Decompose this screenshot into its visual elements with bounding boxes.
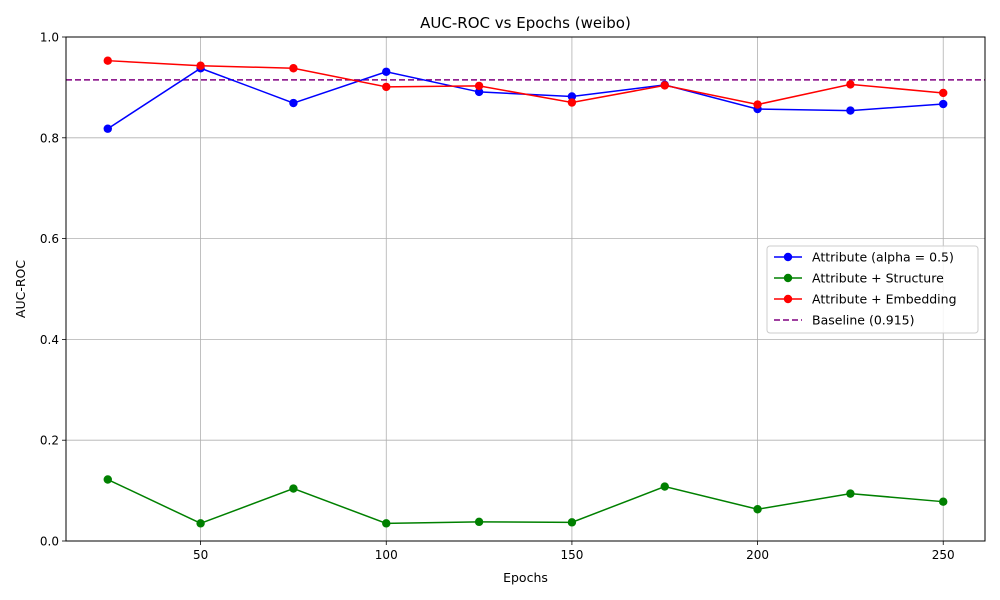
legend-entry: Baseline (0.915)	[774, 313, 915, 328]
data-point	[846, 106, 855, 115]
y-tick-label: 0.4	[40, 333, 59, 347]
data-point	[939, 99, 948, 109]
data-point	[753, 100, 762, 109]
data-point	[289, 64, 298, 73]
data-point	[382, 67, 391, 76]
x-tick-label: 50	[193, 548, 208, 562]
y-axis-label: AUC-ROC	[13, 260, 28, 318]
legend-box	[766, 245, 979, 334]
x-tick-label: 250	[932, 548, 955, 562]
data-point	[660, 482, 669, 491]
data-point	[474, 87, 484, 97]
legend-marker-swatch	[783, 294, 793, 304]
plot-area-frame	[65, 36, 986, 542]
x-tick-label: 200	[746, 548, 769, 562]
data-point	[474, 81, 484, 91]
x-axis-label: Epochs	[503, 570, 548, 585]
series-line-1	[107, 478, 944, 525]
legend-entry: Attribute (alpha = 0.5)	[774, 250, 954, 265]
legend-entry: Attribute + Structure	[774, 271, 944, 286]
legend-label: Attribute (alpha = 0.5)	[812, 250, 954, 265]
series-line-2	[107, 59, 944, 106]
data-point	[939, 88, 948, 98]
y-tick-label: 1.0	[40, 31, 59, 45]
chart-title: AUC-ROC vs Epochs (weibo)	[420, 14, 631, 32]
data-point	[753, 505, 762, 514]
data-point	[939, 497, 948, 506]
data-point	[567, 92, 577, 101]
y-tick-label: 0.8	[40, 131, 59, 145]
data-point	[103, 56, 112, 65]
data-series	[103, 56, 948, 528]
y-tick-label: 0.0	[40, 535, 59, 549]
data-point	[660, 81, 669, 90]
data-point	[103, 475, 112, 484]
data-point	[382, 519, 391, 528]
legend-entry: Attribute + Embedding	[774, 292, 957, 307]
x-tick-label: 150	[560, 548, 583, 562]
data-point	[196, 61, 205, 70]
data-point	[846, 489, 855, 498]
legend: Attribute (alpha = 0.5) Attribute + Struc…	[766, 245, 979, 334]
axis-ticks: 50 100 150 200 250 0.0 0.2 0.4 0.6 0.8 1.0	[40, 31, 955, 563]
data-point	[289, 98, 298, 108]
data-point	[846, 80, 855, 89]
data-point	[382, 82, 391, 92]
legend-marker-swatch	[783, 273, 793, 283]
data-point	[567, 98, 577, 107]
legend-label: Baseline (0.915)	[812, 313, 915, 328]
legend-label: Attribute + Embedding	[812, 292, 957, 307]
legend-marker-swatch	[783, 252, 793, 262]
x-tick-label: 100	[375, 548, 398, 562]
data-point	[103, 124, 112, 133]
data-point	[474, 517, 484, 527]
data-point	[567, 518, 577, 527]
data-point	[196, 519, 205, 528]
y-tick-label: 0.6	[40, 232, 59, 246]
y-tick-label: 0.2	[40, 434, 59, 448]
legend-label: Attribute + Structure	[812, 271, 944, 286]
data-point	[289, 484, 298, 493]
